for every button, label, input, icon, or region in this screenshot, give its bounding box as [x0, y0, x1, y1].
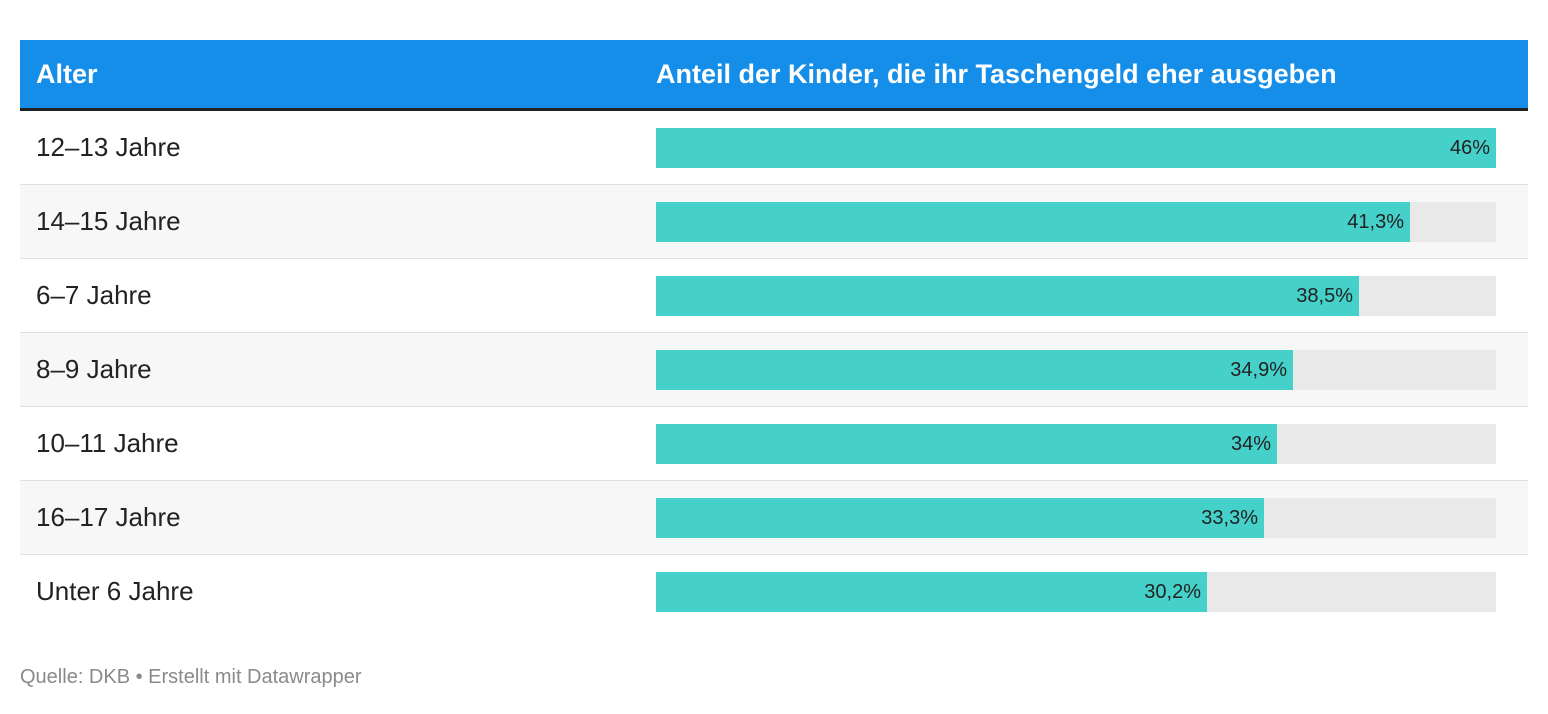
column-header-share: Anteil der Kinder, die ihr Taschengeld e…: [656, 59, 1337, 89]
bar-track: 46%: [656, 128, 1496, 168]
bar-value-label: 34,9%: [1230, 359, 1287, 381]
bar-value-label: 30,2%: [1144, 581, 1201, 603]
table-row: Unter 6 Jahre 30,2%: [20, 555, 1528, 628]
table-row: 10–11 Jahre 34%: [20, 407, 1528, 481]
bar-track: 33,3%: [656, 498, 1496, 538]
table-row: 16–17 Jahre 33,3%: [20, 481, 1528, 555]
bar-track: 34%: [656, 424, 1496, 464]
bar-track: 30,2%: [656, 572, 1496, 612]
bar: 46%: [656, 128, 1496, 168]
bar-value-label: 41,3%: [1347, 211, 1404, 233]
table-body: 12–13 Jahre 46% 14–15 Jahre 41,3% 6–7 Jahre 3…: [20, 111, 1528, 628]
age-label: 14–15 Jahre: [36, 206, 181, 236]
table-row: 14–15 Jahre 41,3%: [20, 185, 1528, 259]
bar: 38,5%: [656, 276, 1359, 316]
bar: 30,2%: [656, 572, 1207, 612]
table-row: 8–9 Jahre 34,9%: [20, 333, 1528, 407]
bar-track: 34,9%: [656, 350, 1496, 390]
age-label: Unter 6 Jahre: [36, 576, 194, 606]
age-label: 10–11 Jahre: [36, 428, 179, 458]
table-header: Alter Anteil der Kinder, die ihr Taschen…: [20, 40, 1528, 111]
age-label: 12–13 Jahre: [36, 132, 181, 162]
bar: 34%: [656, 424, 1277, 464]
bar-value-label: 34%: [1230, 433, 1271, 455]
bar: 33,3%: [656, 498, 1264, 538]
table-row: 12–13 Jahre 46%: [20, 111, 1528, 185]
column-header-age: Alter: [36, 59, 98, 89]
source-note: Quelle: DKB • Erstellt mit Datawrapper: [20, 666, 362, 688]
data-table: Alter Anteil der Kinder, die ihr Taschen…: [20, 40, 1528, 628]
bar-value-label: 38,5%: [1296, 285, 1353, 307]
bar: 41,3%: [656, 202, 1410, 242]
bar: 34,9%: [656, 350, 1293, 390]
table-row: 6–7 Jahre 38,5%: [20, 259, 1528, 333]
bar-value-label: 33,3%: [1201, 507, 1258, 529]
age-label: 16–17 Jahre: [36, 502, 181, 532]
bar-track: 38,5%: [656, 276, 1496, 316]
bar-track: 41,3%: [656, 202, 1496, 242]
age-label: 6–7 Jahre: [36, 280, 152, 310]
bar-value-label: 46%: [1449, 137, 1490, 159]
age-label: 8–9 Jahre: [36, 354, 152, 384]
